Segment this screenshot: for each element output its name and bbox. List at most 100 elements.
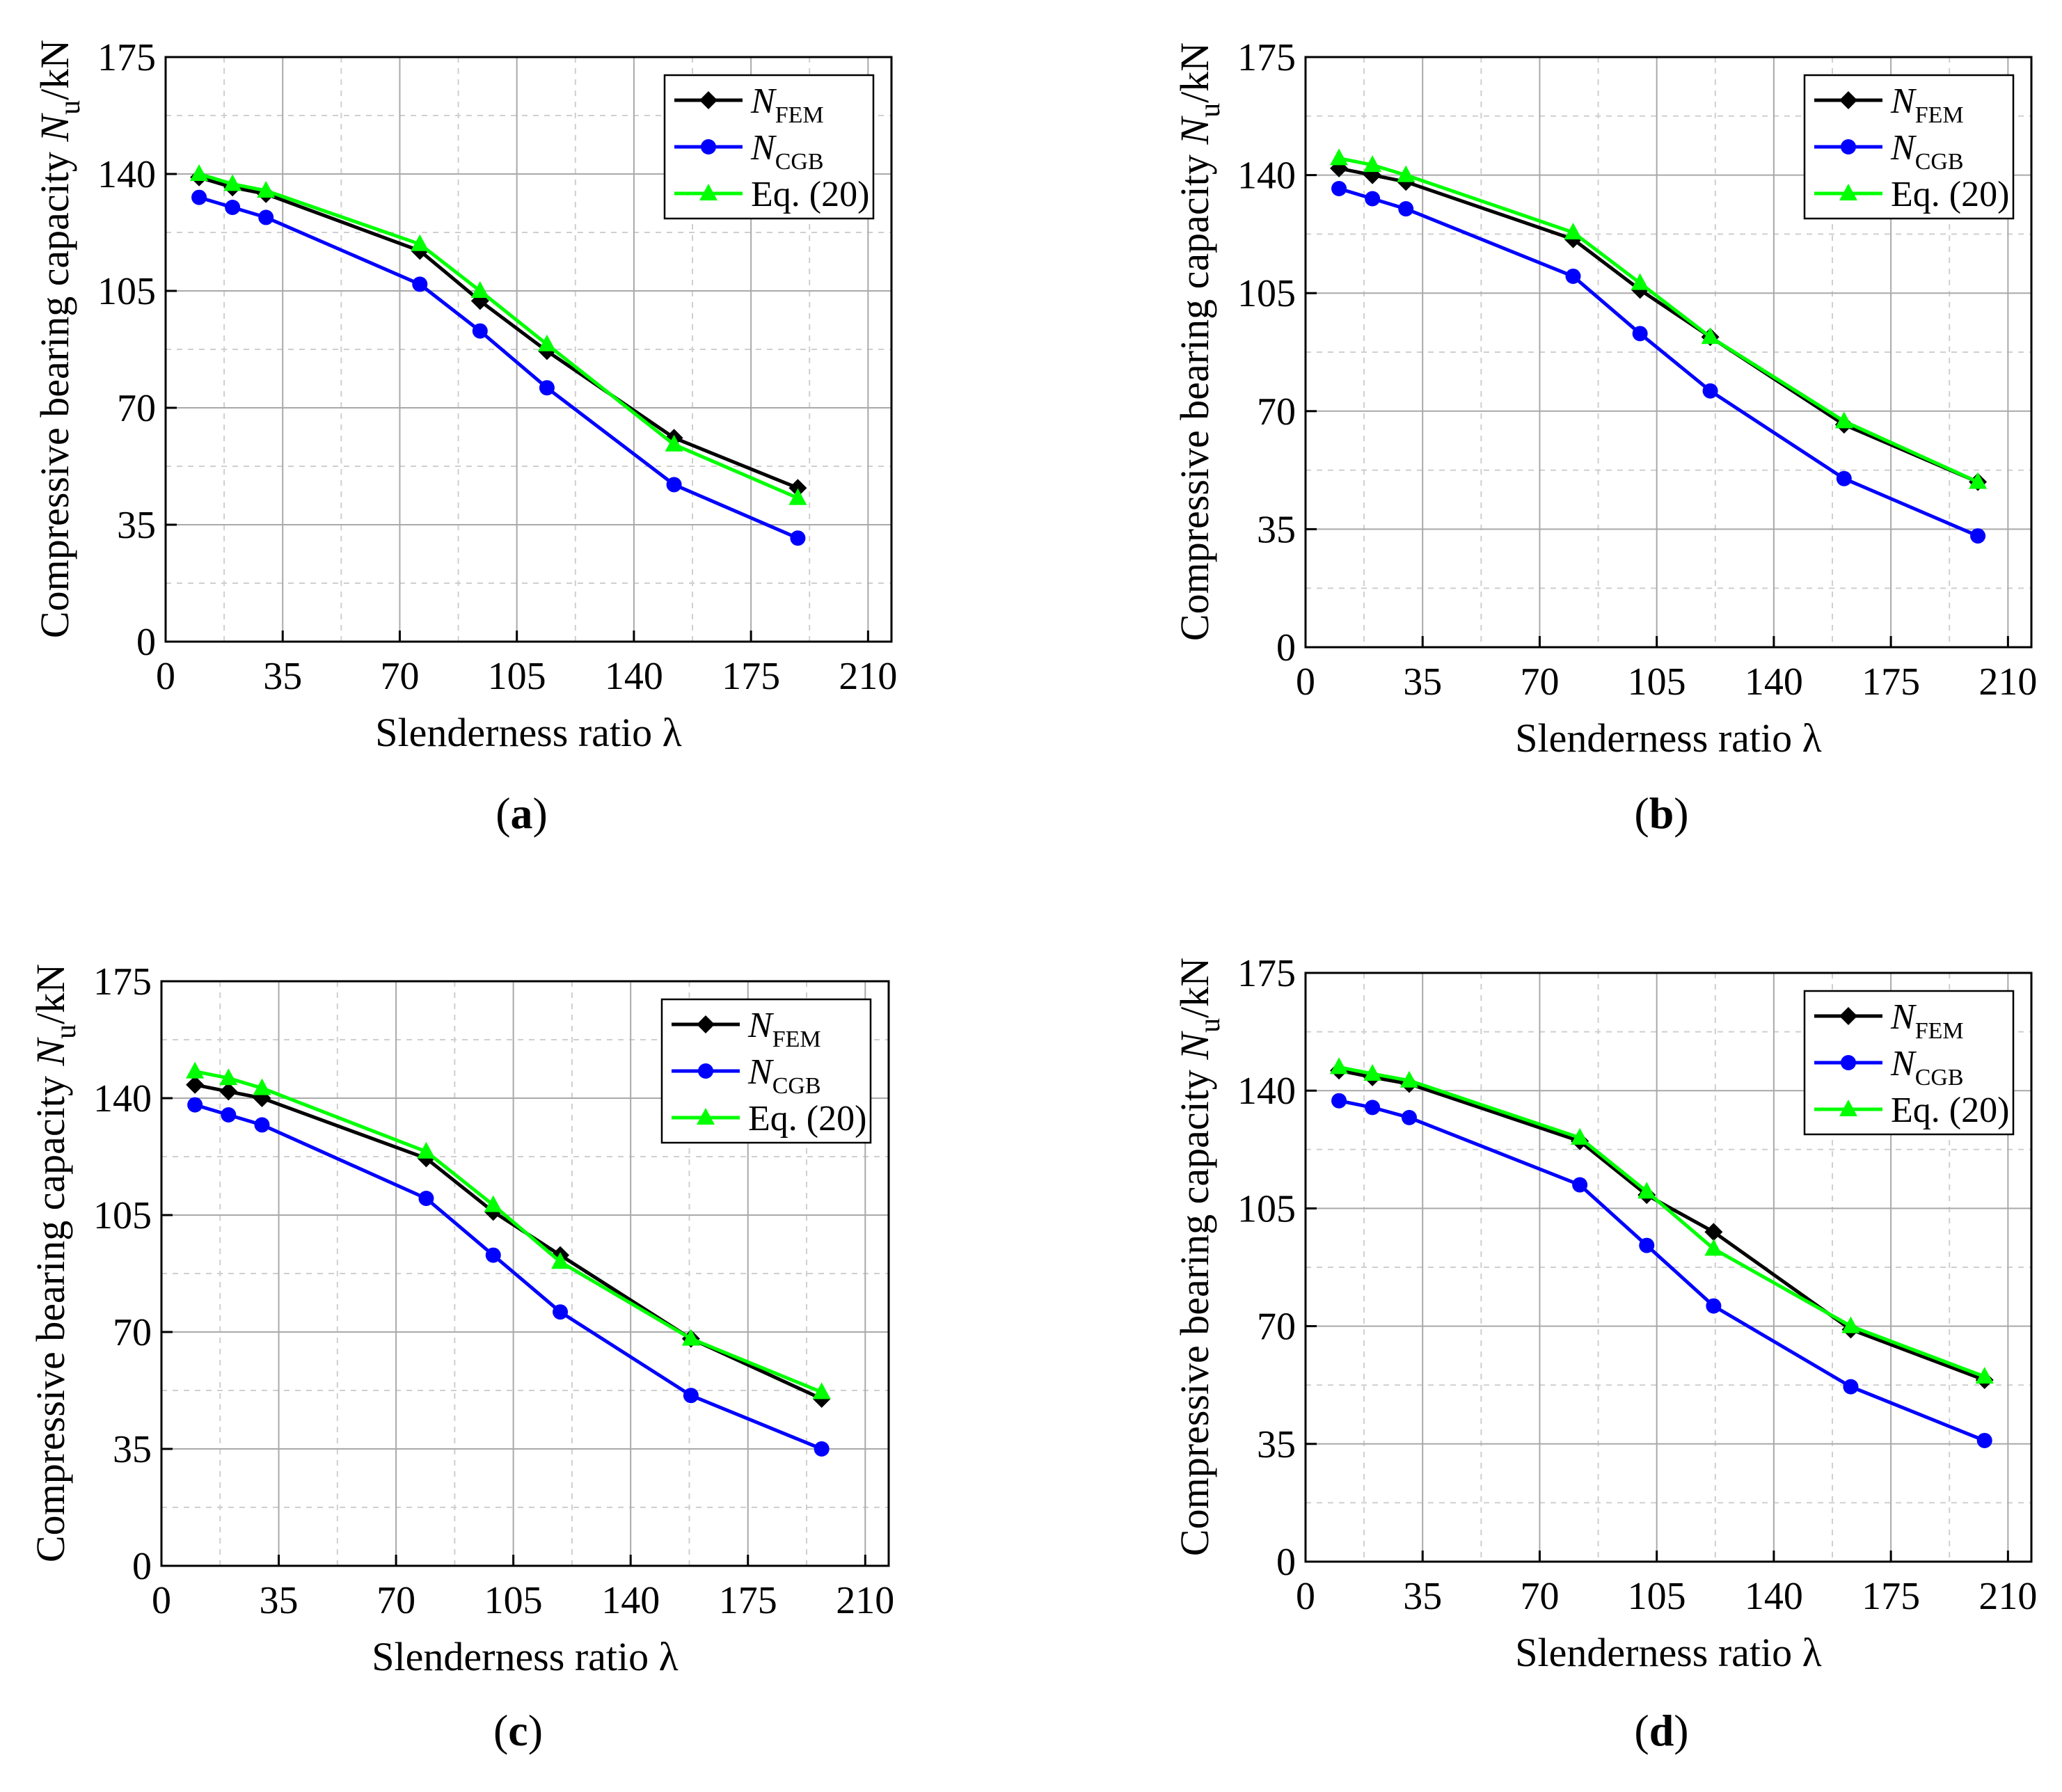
x-tick-label: 210	[1978, 660, 2037, 704]
x-tick-label: 140	[1745, 660, 1803, 704]
x-tick-label: 0	[152, 1579, 171, 1622]
legend-marker-cgb	[1841, 139, 1856, 154]
data-point-eq	[1701, 327, 1720, 344]
data-point-eq	[1969, 472, 1988, 489]
x-tick-label: 0	[1296, 1575, 1315, 1618]
y-axis-label: Compressive bearing capacity Nu/kN	[1172, 958, 1226, 1556]
data-point-cgb	[1331, 180, 1347, 196]
data-point-cgb	[472, 323, 488, 339]
data-point-eq	[1363, 155, 1382, 173]
data-point-eq	[551, 1252, 570, 1269]
legend-marker-eq	[697, 1108, 715, 1125]
data-point-cgb	[418, 1191, 434, 1206]
panel-caption: (b)	[1634, 788, 1688, 838]
data-point-eq	[537, 334, 556, 351]
y-tick-label: 35	[1257, 508, 1296, 551]
y-tick-label: 35	[1257, 1423, 1296, 1466]
legend-marker-fem	[1839, 91, 1857, 109]
data-point-cgb	[790, 530, 806, 546]
y-tick-label: 140	[97, 153, 156, 196]
legend-label-eq: Eq. (20)	[1891, 1091, 2009, 1130]
x-tick-label: 210	[839, 655, 897, 698]
data-point-eq	[190, 164, 209, 181]
series-line-cgb	[1338, 187, 1979, 538]
legend-marker-fem	[697, 1015, 715, 1033]
y-tick-label: 105	[97, 270, 156, 313]
y-tick-label: 0	[1276, 626, 1296, 669]
legend-marker-eq	[699, 184, 717, 200]
data-point-eq	[253, 1078, 271, 1095]
y-tick-label: 70	[1257, 390, 1296, 434]
data-point-fem	[1704, 1223, 1723, 1242]
x-tick-label: 210	[1978, 1575, 2037, 1618]
x-tick-label: 175	[719, 1579, 777, 1622]
y-tick-label: 140	[93, 1077, 152, 1120]
data-point-eq	[1564, 222, 1583, 239]
y-tick-label: 175	[1237, 36, 1296, 79]
data-point-eq	[223, 174, 242, 191]
x-tick-label: 140	[601, 1579, 660, 1622]
legend-label-cgb: NCGB	[1890, 1044, 1964, 1091]
data-point-eq	[219, 1068, 238, 1086]
data-point-cgb	[1702, 383, 1718, 399]
x-tick-label: 0	[156, 655, 175, 698]
x-tick-label: 140	[1745, 1575, 1803, 1618]
series-line-fem	[198, 175, 799, 490]
legend-label-fem: NFEM	[750, 81, 824, 128]
data-point-cgb	[1632, 326, 1648, 342]
data-point-eq	[1330, 148, 1349, 166]
x-tick-label: 70	[376, 1579, 415, 1622]
x-tick-label: 175	[1862, 660, 1920, 704]
data-point-cgb	[814, 1441, 830, 1457]
data-point-cgb	[1976, 1432, 1992, 1448]
data-point-cgb	[258, 209, 274, 225]
x-tick-label: 210	[836, 1579, 894, 1622]
data-point-fem	[186, 1075, 205, 1094]
x-tick-label: 35	[263, 655, 302, 698]
y-tick-label: 140	[1237, 154, 1296, 198]
y-axis-label: Compressive bearing capacity Nu/kN	[1172, 42, 1226, 641]
legend-marker-fem	[699, 91, 717, 109]
series-line-cgb	[1338, 1099, 1985, 1443]
x-tick-label: 35	[1403, 660, 1442, 704]
data-point-eq	[681, 1329, 700, 1346]
legend-label-eq: Eq. (20)	[748, 1099, 866, 1139]
data-point-cgb	[1365, 1100, 1381, 1116]
data-point-eq	[417, 1141, 436, 1159]
plot-frame	[160, 980, 890, 1567]
y-tick-label: 0	[136, 621, 156, 664]
legend-label-cgb: NCGB	[747, 1052, 821, 1099]
legend-label-fem: NFEM	[747, 1006, 821, 1052]
data-point-cgb	[1572, 1177, 1588, 1193]
x-tick-label: 175	[722, 655, 780, 698]
panel-caption: (a)	[495, 788, 548, 838]
legend-marker-cgb	[698, 1063, 713, 1079]
data-point-eq	[812, 1382, 831, 1399]
series-line-eq	[198, 172, 799, 500]
legend-marker-cgb	[701, 139, 716, 154]
x-tick-label: 105	[1628, 1575, 1686, 1618]
legend-marker-eq	[1839, 184, 1857, 200]
x-axis-label: Slenderness ratio λ	[1515, 715, 1821, 761]
data-point-eq	[1631, 273, 1649, 290]
data-point-eq	[1637, 1182, 1656, 1199]
x-tick-label: 105	[488, 655, 546, 698]
data-point-eq	[665, 434, 683, 452]
data-point-cgb	[1639, 1237, 1655, 1253]
chart-panel-d: 0 35 70 105 140 175 210 0 35 70 105 140 175 Slenderne…	[1172, 952, 2037, 1755]
data-point-cgb	[1365, 191, 1381, 207]
data-point-cgb	[1836, 470, 1852, 486]
data-point-eq	[1330, 1057, 1349, 1075]
data-point-eq	[470, 281, 489, 298]
y-tick-label: 35	[113, 1428, 152, 1471]
y-tick-label: 105	[93, 1194, 152, 1237]
legend-label-fem: NFEM	[1890, 997, 1964, 1044]
y-tick-label: 105	[1237, 272, 1296, 315]
y-tick-label: 0	[132, 1545, 152, 1588]
y-tick-label: 175	[1237, 952, 1296, 995]
data-point-eq	[788, 488, 807, 505]
legend-marker-eq	[1839, 1100, 1857, 1116]
data-point-eq	[257, 181, 276, 198]
